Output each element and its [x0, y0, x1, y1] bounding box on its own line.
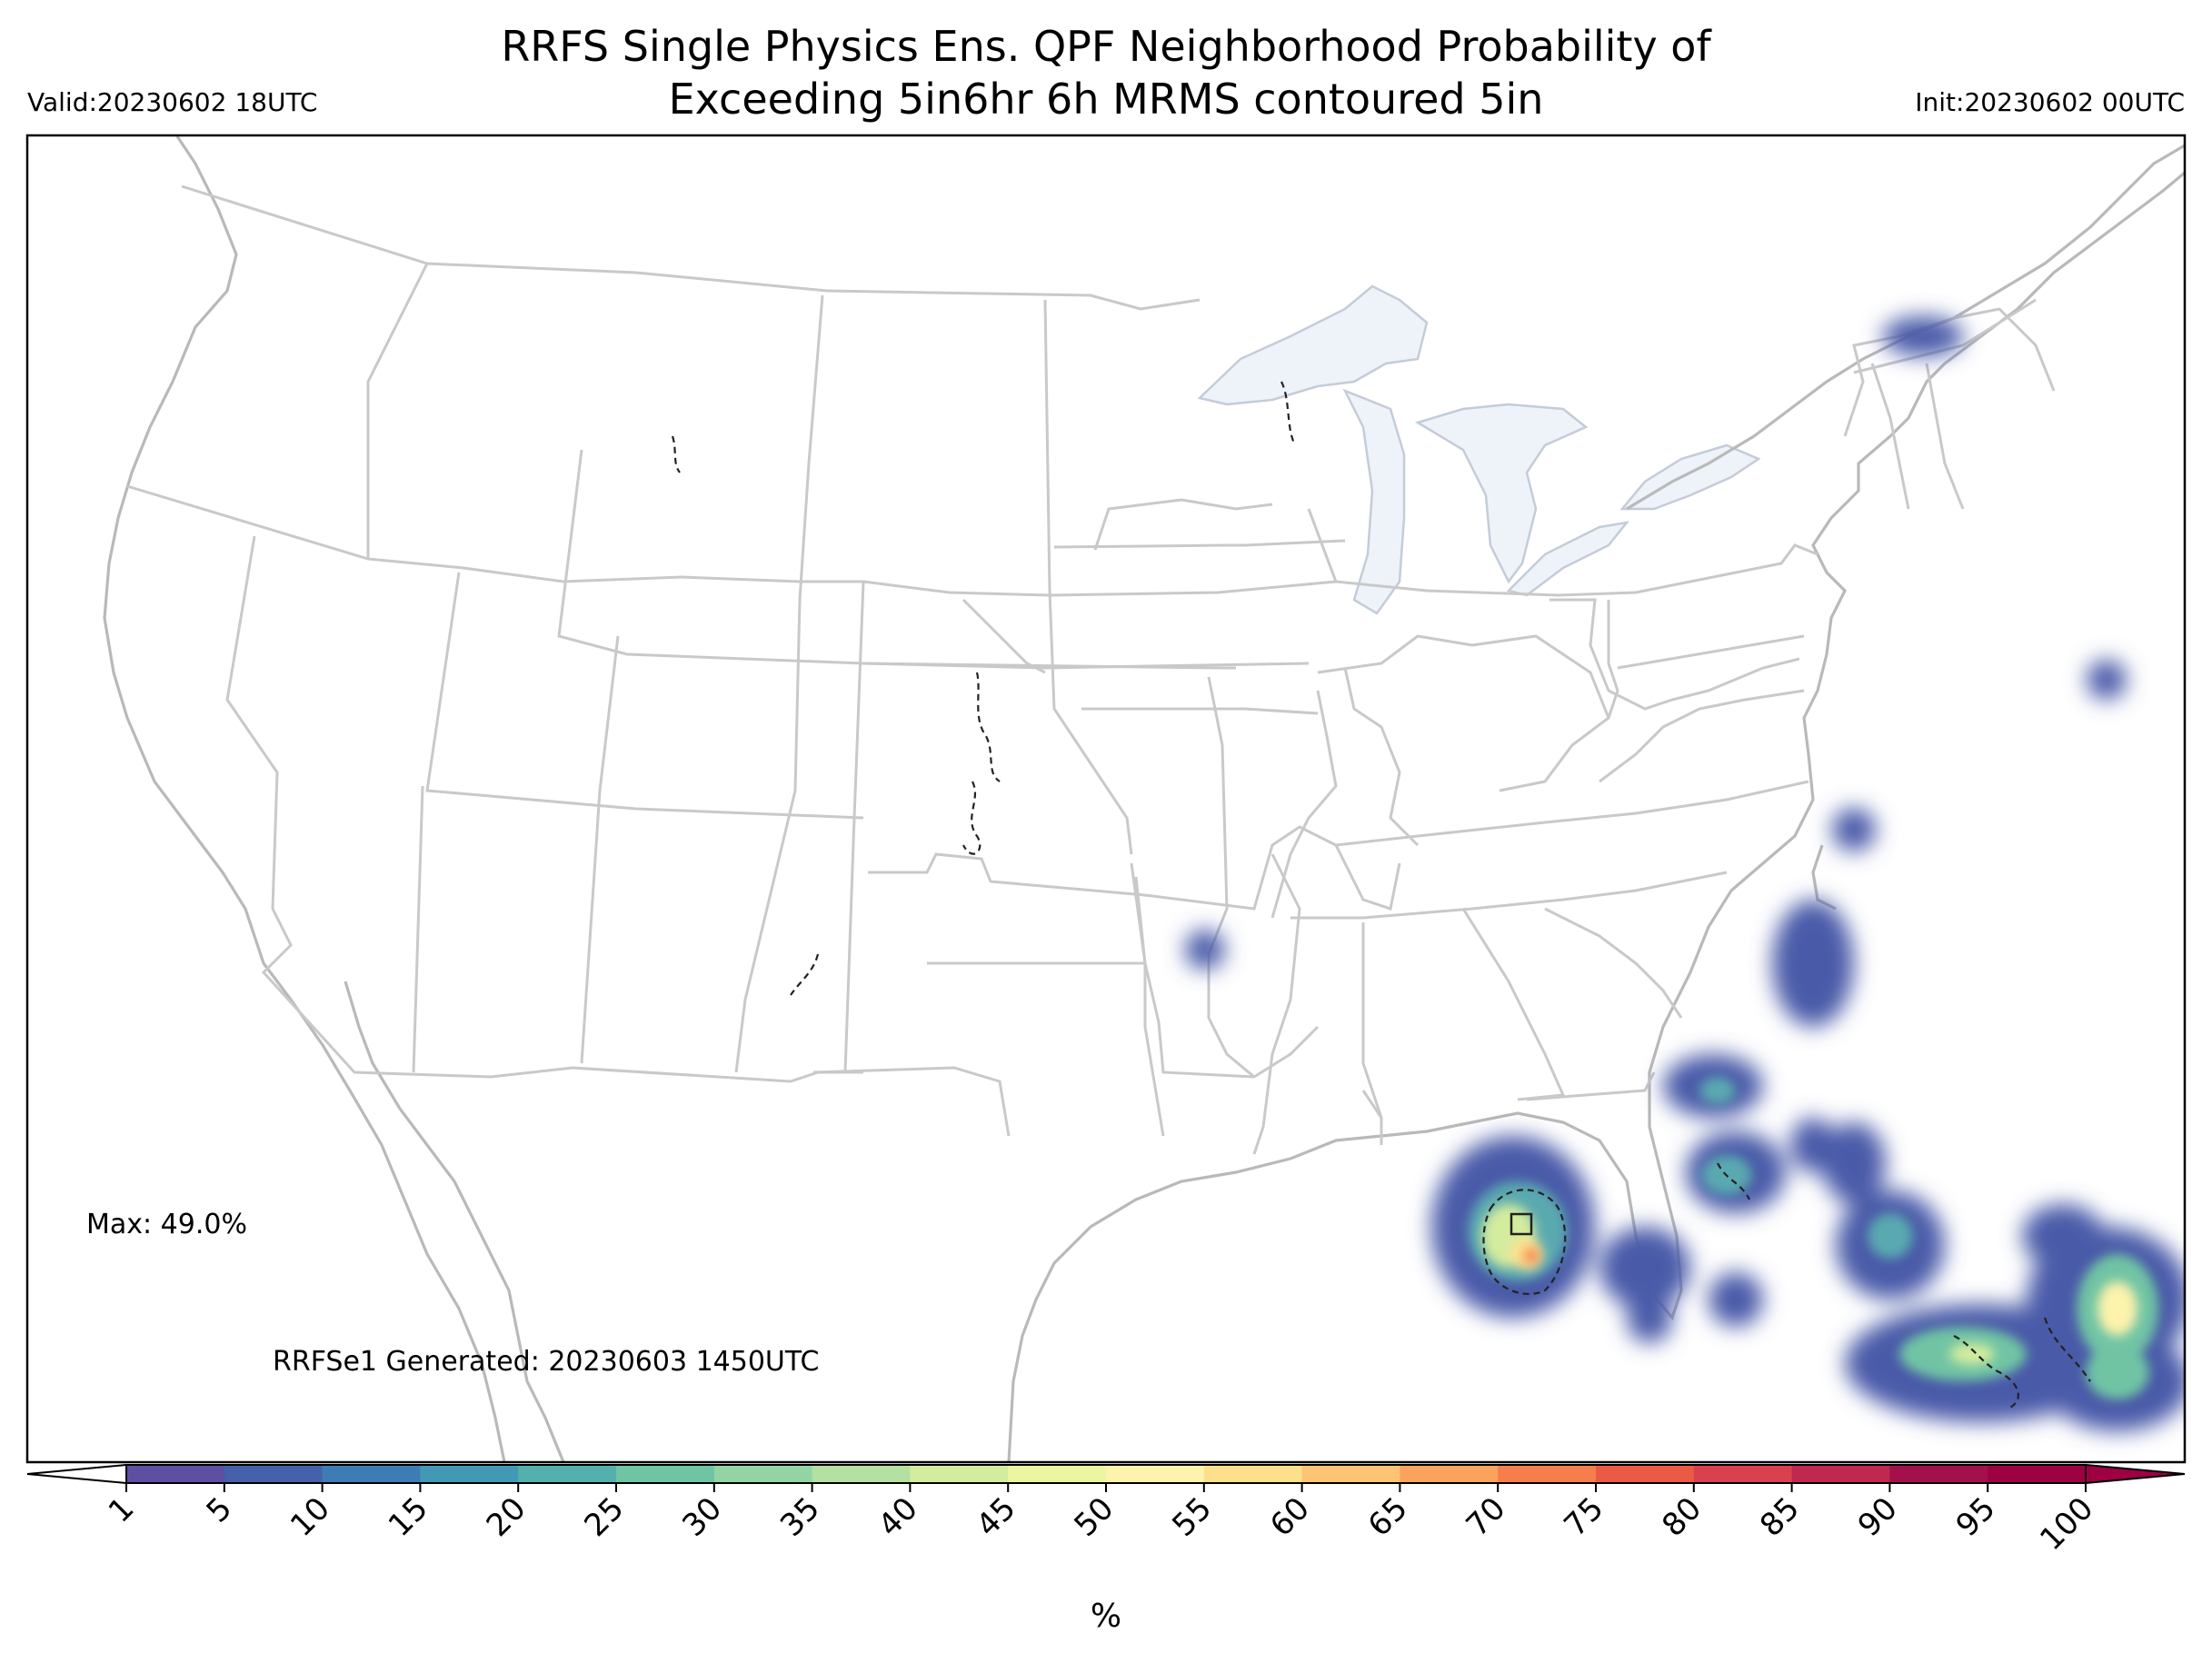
colorbar-cell [518, 1465, 617, 1483]
colorbar-cell [1301, 1465, 1400, 1483]
colorbar-tick-label: 1 [102, 1490, 142, 1530]
great-lakes [1197, 284, 1761, 615]
init-time-label: Init:20230602 00UTC [1915, 87, 2185, 117]
colorbar-tick-label: 15 [382, 1490, 435, 1544]
colorbar-cell [420, 1465, 519, 1483]
colorbar-tick-label: 40 [872, 1490, 925, 1544]
colorbar-tick-label: 50 [1067, 1490, 1121, 1544]
colorbar-tick-label: 10 [284, 1490, 337, 1544]
colorbar-tick-label: 30 [675, 1490, 729, 1544]
probability-field [1185, 316, 2185, 1431]
colorbar-cell [322, 1465, 421, 1483]
colorbar-cell [812, 1465, 911, 1483]
colorbar-tick-label: 100 [2033, 1490, 2100, 1558]
colorbar-tick-label: 45 [970, 1490, 1023, 1544]
colorbar-unit-label: % [1091, 1598, 1121, 1635]
colorbar-tick-label: 20 [480, 1490, 533, 1544]
state-boundaries [126, 184, 2056, 1155]
colorbar-cell [713, 1465, 813, 1483]
mrms-contours [671, 381, 2091, 1409]
colorbar-max-extend [2085, 1463, 2186, 1485]
colorbar-tick-label: 35 [773, 1490, 827, 1544]
colorbar-cell [1889, 1465, 1988, 1483]
colorbar-cell [1596, 1465, 1695, 1483]
colorbar-cell [1203, 1465, 1303, 1483]
colorbar-cell [1988, 1465, 2087, 1483]
colorbar-cell [1400, 1465, 1499, 1483]
colorbar-cell [616, 1465, 715, 1483]
colorbar-tick-label: 55 [1165, 1490, 1219, 1544]
colorbar-tick-label: 95 [1949, 1490, 2003, 1544]
colorbar-cell [1791, 1465, 1890, 1483]
colorbar-tick-label: 25 [577, 1490, 631, 1544]
valid-time-label: Valid:20230602 18UTC [27, 87, 318, 117]
max-value-label: Max: 49.0% [86, 1209, 247, 1240]
map-area: Max: 49.0% RRFSe1 Generated: 20230603 14… [27, 135, 2185, 1462]
title-line-2: Exceeding 5in6hr 6h MRMS contoured 5in [668, 75, 1544, 124]
colorbar-cell [126, 1465, 225, 1483]
colorbar-cell [224, 1465, 324, 1483]
colorbar-cell [910, 1465, 1009, 1483]
colorbar-tick-label: 5 [200, 1490, 240, 1530]
colorbar: 1 5 10 15 20 25 30 35 40 45 50 55 60 65 70 75 80 85 90 95 10… [26, 1463, 2186, 1635]
colorbar-tick-label: 80 [1655, 1490, 1709, 1544]
colorbar-tick-label: 90 [1851, 1490, 1905, 1544]
colorbar-cell [1498, 1465, 1597, 1483]
colorbar-cell [1693, 1465, 1793, 1483]
colorbar-tick-label: 65 [1361, 1490, 1415, 1544]
colorbar-cell [1008, 1465, 1107, 1483]
colorbar-tick-label: 85 [1753, 1490, 1807, 1544]
map-frame [25, 134, 2187, 1464]
colorbar-tick-label: 70 [1460, 1490, 1513, 1544]
colorbar-min-extend [26, 1463, 127, 1485]
colorbar-cell [1106, 1465, 1205, 1483]
generated-time-label: RRFSe1 Generated: 20230603 1450UTC [273, 1346, 819, 1378]
title-line-1: RRFS Single Physics Ens. QPF Neighborhoo… [501, 22, 1711, 71]
colorbar-frame [125, 1464, 2087, 1484]
colorbar-tick-label: 75 [1557, 1490, 1610, 1544]
colorbar-tick-label: 60 [1263, 1490, 1317, 1544]
map-title: RRFS Single Physics Ens. QPF Neighborhoo… [0, 20, 2212, 125]
